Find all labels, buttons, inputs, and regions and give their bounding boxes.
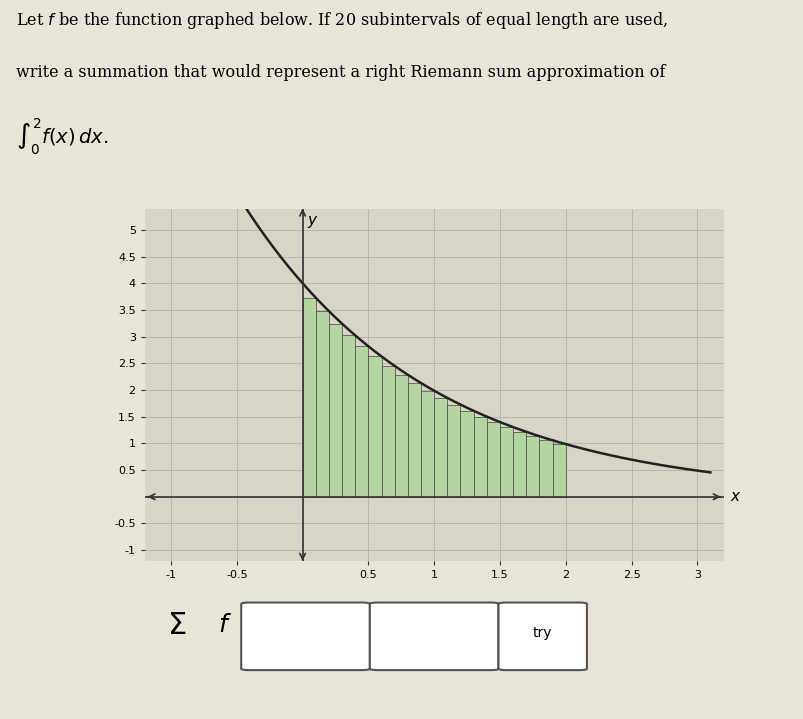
Bar bbox=[499, 427, 512, 497]
Text: $\Sigma$: $\Sigma$ bbox=[167, 611, 186, 640]
Bar bbox=[486, 422, 499, 497]
Bar bbox=[316, 311, 328, 497]
Text: $\int_0^2 f(x)\, dx.$: $\int_0^2 f(x)\, dx.$ bbox=[16, 116, 108, 157]
Bar bbox=[421, 390, 434, 497]
FancyBboxPatch shape bbox=[241, 603, 369, 670]
Bar bbox=[407, 383, 421, 497]
FancyBboxPatch shape bbox=[498, 603, 586, 670]
Bar bbox=[434, 398, 446, 497]
Bar bbox=[512, 432, 526, 497]
Bar bbox=[368, 357, 381, 497]
Bar bbox=[328, 324, 341, 497]
Bar bbox=[539, 440, 552, 497]
Bar bbox=[552, 444, 565, 497]
Text: try: try bbox=[532, 626, 552, 640]
FancyBboxPatch shape bbox=[369, 603, 498, 670]
Bar bbox=[355, 347, 368, 497]
Text: write a summation that would represent a right Riemann sum approximation of: write a summation that would represent a… bbox=[16, 65, 665, 81]
Bar bbox=[341, 335, 355, 497]
Bar bbox=[394, 375, 407, 497]
Bar bbox=[526, 436, 539, 497]
Bar bbox=[381, 366, 394, 497]
Text: Let $f$ be the function graphed below. If 20 subintervals of equal length are us: Let $f$ be the function graphed below. I… bbox=[16, 10, 667, 31]
Bar bbox=[302, 298, 316, 497]
Text: $y$: $y$ bbox=[307, 214, 319, 230]
Text: $f$: $f$ bbox=[218, 614, 232, 637]
Bar bbox=[460, 411, 473, 497]
Bar bbox=[446, 405, 460, 497]
Text: $x$: $x$ bbox=[729, 489, 741, 504]
Bar bbox=[473, 416, 486, 497]
